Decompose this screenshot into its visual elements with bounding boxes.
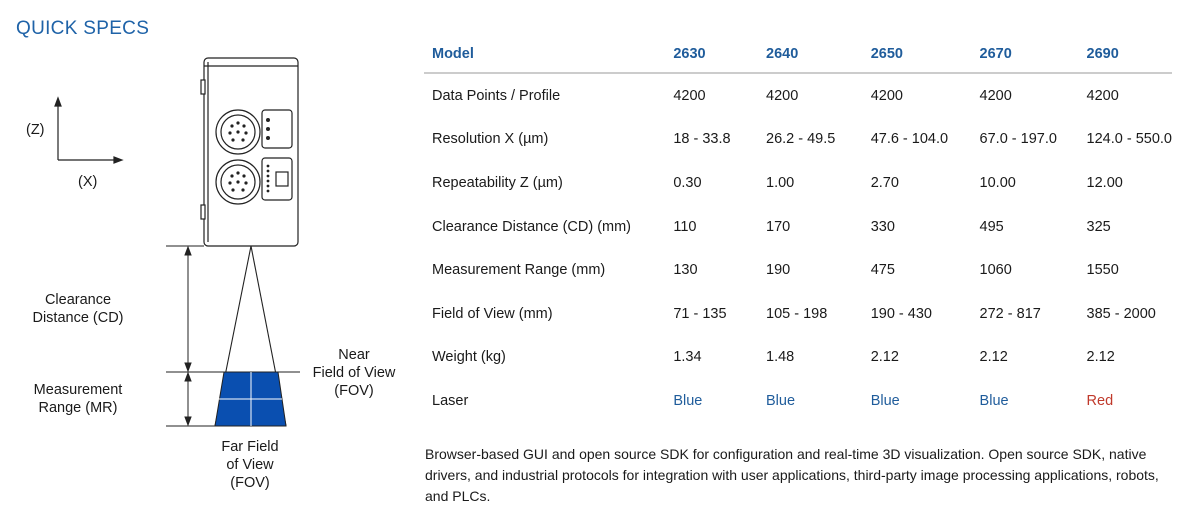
- axis-indicator: [54, 96, 124, 164]
- sensor-diagram-svg: [54, 57, 300, 427]
- cell: 4200: [1086, 87, 1119, 104]
- header-cell: Model: [424, 36, 666, 74]
- cell: 385 - 2000: [1086, 305, 1156, 322]
- specs-table: Model 2630 2640 2650 2670 2690 Data Poin…: [424, 36, 1172, 423]
- cell: 2.12: [979, 349, 1008, 366]
- cell: 330: [870, 218, 895, 235]
- row-label: Resolution X (µm): [432, 131, 549, 148]
- header-cell: 2670: [971, 36, 1079, 74]
- header-cell: 2630: [665, 36, 759, 74]
- laser-cell: Blue: [870, 392, 900, 409]
- axis-x-label: (X): [78, 174, 98, 190]
- sensor-diagram: (Z) (X) Clearance Distance (CD) Measurem…: [0, 0, 420, 526]
- cell: 4200: [870, 87, 903, 104]
- cell: 67.0 - 197.0: [979, 131, 1057, 148]
- cell: 190 - 430: [870, 305, 932, 322]
- cell: 1060: [979, 262, 1012, 279]
- connector-pins: [228, 118, 270, 193]
- table-row: Repeatability Z (µm) 0.30 1.00 2.70 10.0…: [424, 161, 1172, 205]
- clearance-distance-label: Clearance Distance (CD): [32, 292, 124, 326]
- section-title: QUICK SPECS: [16, 18, 150, 39]
- table-row: Resolution X (µm) 18 - 33.8 26.2 - 49.5 …: [424, 118, 1172, 162]
- table-row: Measurement Range (mm) 130 190 475 1060 …: [424, 248, 1172, 292]
- cell: 1.34: [673, 349, 702, 366]
- dimension-lines: [166, 245, 300, 427]
- cell: 18 - 33.8: [673, 131, 731, 148]
- cell: 105 - 198: [766, 305, 828, 322]
- row-label: Field of View (mm): [432, 305, 553, 322]
- row-label: Measurement Range (mm): [432, 262, 606, 279]
- cell: 71 - 135: [673, 305, 727, 322]
- cell: 12.00: [1086, 174, 1123, 191]
- cell: 124.0 - 550.0: [1086, 131, 1172, 148]
- header-cell: 2640: [758, 36, 863, 74]
- laser-cell: Blue: [766, 392, 796, 409]
- measurement-range-label: Measurement Range (MR): [33, 382, 123, 416]
- laser-cell: Blue: [673, 392, 703, 409]
- cell: 47.6 - 104.0: [870, 131, 949, 148]
- cell: 4200: [673, 87, 706, 104]
- table-header-row: Model 2630 2640 2650 2670 2690: [424, 36, 1172, 74]
- table-row: Clearance Distance (CD) (mm) 110 170 330…: [424, 205, 1172, 249]
- axis-z-label: (Z): [26, 122, 45, 138]
- cell: 110: [673, 218, 697, 235]
- header-cell: 2650: [862, 36, 972, 74]
- cell: 170: [766, 218, 791, 235]
- row-label: Clearance Distance (CD) (mm): [432, 218, 632, 235]
- row-label: Laser: [432, 392, 469, 409]
- near-fov-label: Near Field of View (FOV): [312, 347, 396, 399]
- cell: 190: [766, 262, 791, 279]
- laser-cell: Blue: [979, 392, 1009, 409]
- sensor-body: [200, 57, 299, 247]
- cell: 130: [673, 262, 698, 279]
- fov-region: [214, 371, 287, 427]
- cell: 4200: [979, 87, 1012, 104]
- row-label: Data Points / Profile: [432, 87, 561, 104]
- cell: 2.12: [870, 349, 899, 366]
- cell: 2.12: [1086, 349, 1115, 366]
- row-label: Repeatability Z (µm): [432, 174, 563, 191]
- laser-cell: Red: [1086, 392, 1114, 409]
- table-row: Laser Blue Blue Blue Blue Red: [424, 379, 1172, 423]
- description-text: Browser-based GUI and open source SDK fo…: [425, 446, 1159, 504]
- row-label: Weight (kg): [432, 349, 506, 366]
- cell: 0.30: [673, 174, 702, 191]
- cell: 10.00: [979, 174, 1016, 191]
- cell: 2.70: [870, 174, 899, 191]
- far-fov-label: Far Field of View (FOV): [221, 439, 279, 491]
- cell: 1550: [1086, 262, 1119, 279]
- cell: 1.00: [766, 174, 795, 191]
- cell: 26.2 - 49.5: [766, 131, 836, 148]
- cell: 1.48: [766, 349, 795, 366]
- table-row: Field of View (mm) 71 - 135 105 - 198 19…: [424, 292, 1172, 336]
- table-row: Weight (kg) 1.34 1.48 2.12 2.12 2.12: [424, 336, 1172, 380]
- cell: 475: [870, 262, 895, 279]
- cell: 325: [1086, 218, 1111, 235]
- cell: 4200: [766, 87, 799, 104]
- cell: 272 - 817: [979, 305, 1041, 322]
- cell: 495: [979, 218, 1004, 235]
- header-cell: 2690: [1078, 36, 1172, 74]
- table-row: Data Points / Profile 4200 4200 4200 420…: [424, 73, 1172, 118]
